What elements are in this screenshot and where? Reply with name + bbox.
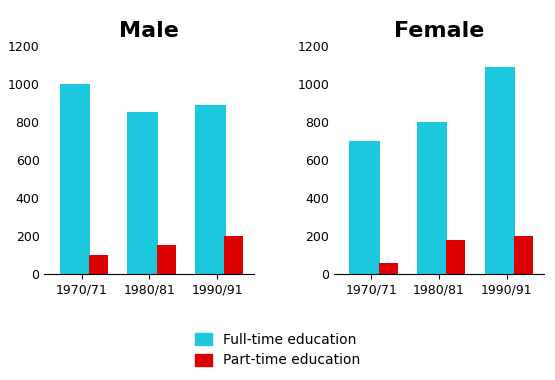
Bar	[224, 236, 244, 274]
Title: Male: Male	[119, 21, 179, 41]
Bar	[195, 105, 225, 274]
Bar	[446, 241, 465, 274]
Bar	[157, 245, 176, 274]
Bar	[127, 112, 158, 274]
Bar	[89, 255, 108, 274]
Bar	[514, 236, 533, 274]
Bar	[379, 263, 398, 274]
Bar	[59, 84, 90, 274]
Bar	[349, 141, 380, 274]
Bar	[417, 122, 447, 274]
Title: Female: Female	[394, 21, 484, 41]
Bar	[485, 66, 515, 274]
Legend: Full-time education, Part-time education: Full-time education, Part-time education	[189, 327, 366, 373]
